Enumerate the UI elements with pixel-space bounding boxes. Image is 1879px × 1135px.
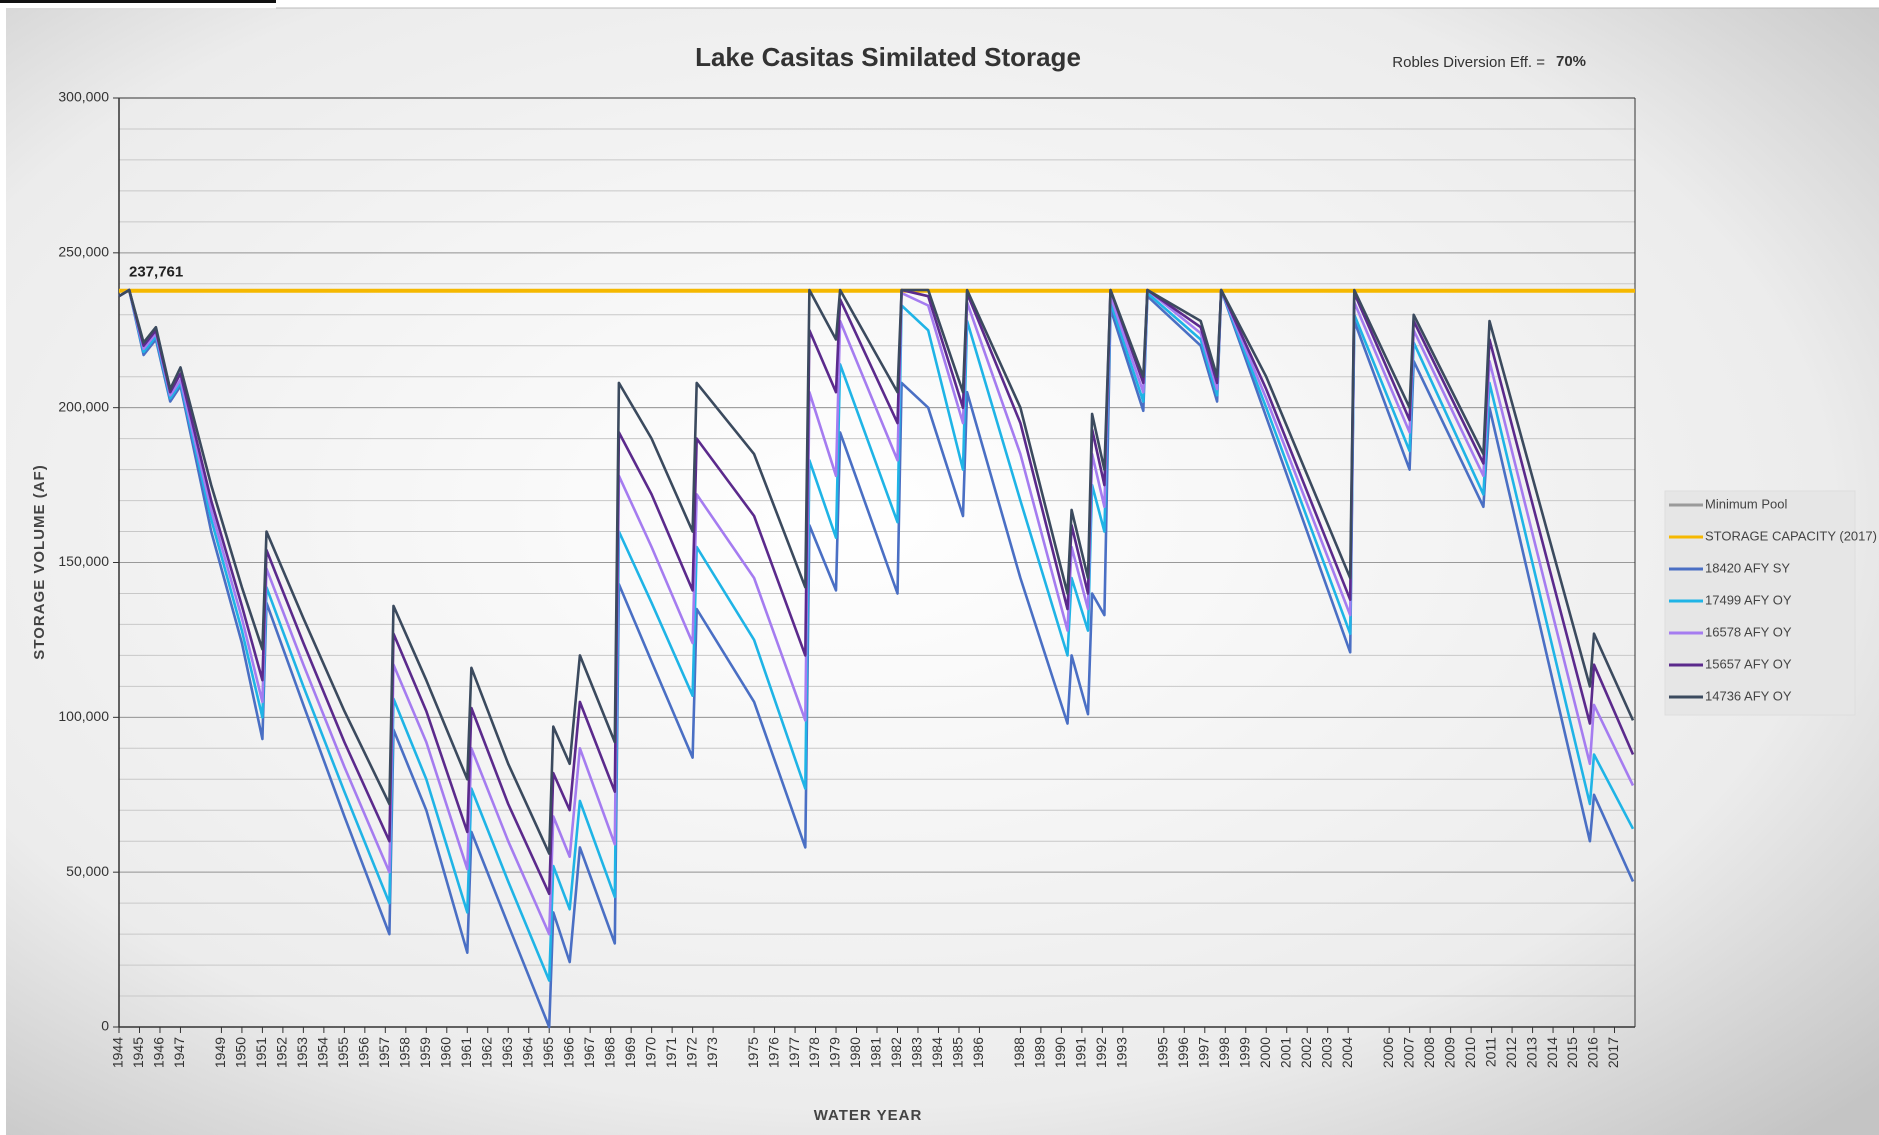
x-tick-label: 1989 <box>1032 1037 1048 1068</box>
x-tick-label: 2016 <box>1585 1037 1601 1068</box>
x-tick-label: 2007 <box>1400 1037 1416 1068</box>
x-tick-label: 1946 <box>151 1037 167 1068</box>
x-tick-label: 1995 <box>1155 1037 1171 1068</box>
x-tick-label: 2001 <box>1277 1037 1293 1068</box>
x-tick-label: 1983 <box>909 1037 925 1068</box>
y-tick-label: 250,000 <box>58 244 109 260</box>
annotation-value: 70% <box>1556 53 1586 70</box>
x-tick-label: 1961 <box>458 1037 474 1068</box>
x-tick-label: 1972 <box>683 1037 699 1068</box>
x-tick-label: 1962 <box>478 1037 494 1068</box>
x-tick-label: 1977 <box>786 1037 802 1068</box>
x-tick-label: 2013 <box>1523 1037 1539 1068</box>
x-tick-label: 2014 <box>1544 1037 1560 1068</box>
y-tick-label: 150,000 <box>58 553 109 569</box>
x-tick-label: 1975 <box>745 1037 761 1068</box>
legend-label: 15657 AFY OY <box>1705 656 1792 671</box>
y-tick-label: 200,000 <box>58 398 109 414</box>
x-tick-label: 1954 <box>315 1037 331 1068</box>
legend-label: 18420 AFY SY <box>1705 560 1790 575</box>
annotation-label: Robles Diversion Eff. = <box>1392 54 1545 71</box>
x-tick-label: 1988 <box>1011 1037 1027 1068</box>
series-line <box>118 288 1635 855</box>
legend-label: STORAGE CAPACITY (2017) <box>1705 528 1877 543</box>
x-tick-label: 1953 <box>294 1037 310 1068</box>
x-tick-label: 2017 <box>1605 1037 1621 1068</box>
x-tick-label: 2011 <box>1482 1037 1498 1067</box>
x-tick-label: 1999 <box>1236 1037 1252 1068</box>
x-tick-label: 1944 <box>110 1037 126 1068</box>
x-tick-label: 1984 <box>929 1037 945 1068</box>
x-tick-label: 1947 <box>171 1037 187 1068</box>
x-tick-label: 1969 <box>622 1037 638 1068</box>
x-tick-label: 2006 <box>1380 1037 1396 1068</box>
x-tick-label: 1964 <box>519 1037 535 1068</box>
x-tick-label: 1982 <box>888 1037 904 1068</box>
legend-label: 17499 AFY OY <box>1705 592 1792 607</box>
x-tick-label: 2004 <box>1339 1037 1355 1068</box>
x-tick-label: 2002 <box>1298 1037 1314 1068</box>
y-tick-label: 0 <box>101 1018 109 1034</box>
x-tick-label: 1949 <box>212 1037 228 1068</box>
legend-label: 16578 AFY OY <box>1705 624 1792 639</box>
x-axis-title: WATER YEAR <box>814 1107 923 1124</box>
x-tick-label: 1951 <box>253 1037 269 1068</box>
x-tick-label: 2008 <box>1421 1037 1437 1068</box>
x-tick-label: 1997 <box>1195 1037 1211 1068</box>
x-tick-label: 1963 <box>499 1037 515 1068</box>
x-tick-label: 1965 <box>540 1037 556 1068</box>
legend-label: 14736 AFY OY <box>1705 688 1792 703</box>
x-tick-label: 1966 <box>560 1037 576 1068</box>
x-tick-label: 1950 <box>233 1037 249 1068</box>
x-tick-label: 2003 <box>1318 1037 1334 1068</box>
x-tick-label: 1970 <box>642 1037 658 1068</box>
x-tick-label: 1952 <box>274 1037 290 1068</box>
x-tick-label: 1945 <box>130 1037 146 1068</box>
x-tick-label: 1991 <box>1073 1037 1089 1068</box>
x-tick-label: 1979 <box>827 1037 843 1068</box>
x-tick-label: 1986 <box>970 1037 986 1068</box>
chart-background <box>6 8 1879 1135</box>
x-tick-label: 1956 <box>356 1037 372 1068</box>
top-bar <box>0 0 276 3</box>
x-tick-label: 1958 <box>397 1037 413 1068</box>
legend-box <box>1664 490 1856 716</box>
y-axis-title: STORAGE VOLUME (AF) <box>31 464 48 659</box>
x-tick-label: 1980 <box>847 1037 863 1068</box>
x-tick-label: 1955 <box>335 1037 351 1068</box>
x-tick-label: 2012 <box>1503 1037 1519 1068</box>
x-tick-label: 2010 <box>1462 1037 1478 1068</box>
x-tick-label: 2000 <box>1257 1037 1273 1068</box>
x-tick-label: 1978 <box>806 1037 822 1068</box>
x-tick-label: 1967 <box>581 1037 597 1068</box>
x-tick-label: 1981 <box>868 1037 884 1068</box>
x-tick-label: 1998 <box>1216 1037 1232 1068</box>
x-tick-label: 1976 <box>765 1037 781 1068</box>
x-tick-label: 1960 <box>437 1037 453 1068</box>
x-tick-label: 1971 <box>663 1037 679 1068</box>
x-tick-label: 1959 <box>417 1037 433 1068</box>
x-tick-label: 2015 <box>1564 1037 1580 1068</box>
x-tick-label: 1985 <box>950 1037 966 1068</box>
x-tick-label: 1973 <box>704 1037 720 1068</box>
y-tick-label: 300,000 <box>58 89 109 105</box>
x-tick-label: 1996 <box>1175 1037 1191 1068</box>
capacity-label: 237,761 <box>129 264 183 281</box>
x-tick-label: 1993 <box>1114 1037 1130 1068</box>
x-tick-label: 1968 <box>601 1037 617 1068</box>
y-tick-label: 100,000 <box>58 708 109 724</box>
x-tick-label: 2009 <box>1441 1037 1457 1068</box>
x-tick-label: 1990 <box>1052 1037 1068 1068</box>
y-tick-label: 50,000 <box>66 863 109 879</box>
chart-title: Lake Casitas Similated Storage <box>695 42 1081 72</box>
x-tick-label: 1957 <box>376 1037 392 1068</box>
legend-label: Minimum Pool <box>1705 496 1787 511</box>
x-tick-label: 1992 <box>1093 1037 1109 1068</box>
